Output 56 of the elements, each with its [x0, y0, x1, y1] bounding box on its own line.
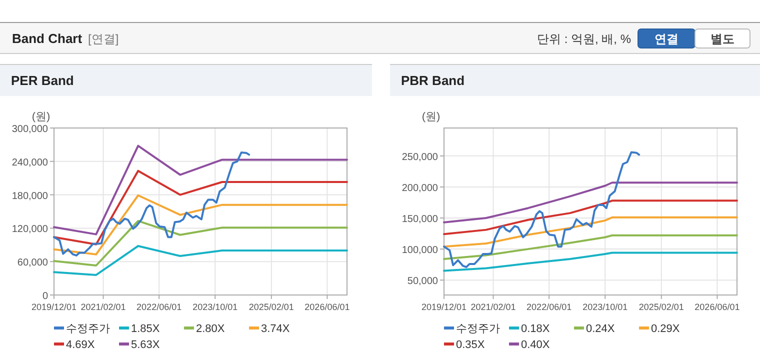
line-series: [443, 216, 738, 248]
y-tick-label: 100,000: [402, 245, 438, 256]
line-series: [443, 182, 738, 224]
x-tick-label: 2022/06/01: [526, 302, 572, 312]
y-tick-label: 250,000: [402, 152, 438, 163]
line-series: [443, 200, 738, 236]
legend-label: 5.63X: [131, 339, 160, 351]
line-series: [53, 144, 348, 236]
legend-label: 0.29X: [651, 323, 680, 335]
text: Band Chart: [12, 31, 83, 46]
x-tick-label: 2026/06/01: [304, 302, 350, 312]
text: 연결: [654, 32, 678, 46]
x-tick-label: 2022/06/01: [136, 302, 182, 312]
x-tick-label: 2019/12/01: [31, 302, 77, 312]
y-axis-title: (원): [32, 111, 50, 123]
y-tick-label: 180,000: [12, 190, 48, 202]
legend-label: 3.74X: [261, 323, 290, 335]
legend-label: 1.85X: [131, 323, 160, 335]
legend-label: 2.80X: [196, 323, 226, 335]
y-axis-title: (원): [422, 111, 440, 123]
line-series: [443, 234, 738, 260]
legend-label: 0.24X: [586, 323, 616, 335]
x-tick-label: 2021/02/01: [470, 302, 516, 312]
legend-label: 4.69X: [66, 339, 96, 351]
x-tick-label: 2023/10/01: [582, 302, 628, 312]
line-series: [53, 170, 348, 246]
legend-label: 0.18X: [521, 323, 550, 335]
y-tick-label: 200,000: [402, 182, 438, 194]
line-series: [53, 220, 348, 266]
y-tick-label: 300,000: [12, 124, 48, 135]
legend-label: 0.35X: [456, 339, 486, 351]
y-tick-label: 150,000: [402, 214, 438, 226]
chart-title: PER Band: [11, 73, 74, 88]
text: [연결]: [88, 32, 119, 46]
text: 별도: [710, 32, 734, 46]
text: 단위 : 억원, 배, %: [536, 32, 632, 46]
y-tick-label: 120,000: [12, 224, 48, 236]
y-tick-label: 60,000: [17, 258, 48, 269]
line-series: [53, 151, 250, 256]
x-tick-label: 2025/02/01: [638, 302, 684, 312]
line-series: [53, 194, 348, 256]
x-tick-label: 2025/02/01: [248, 302, 294, 312]
legend-label: 0.40X: [521, 339, 550, 351]
y-tick-label: 50,000: [407, 276, 438, 288]
x-tick-label: 2026/06/01: [694, 302, 740, 312]
line-series: [443, 151, 640, 268]
y-tick-label: 240,000: [12, 157, 48, 168]
x-tick-label: 2023/10/01: [192, 302, 238, 312]
y-tick-label: 0: [42, 291, 48, 302]
line-series: [53, 245, 348, 276]
legend-label: 수정주가: [456, 323, 500, 335]
chart-title: PBR Band: [401, 73, 465, 88]
line-series: [443, 252, 738, 272]
x-tick-label: 2021/02/01: [80, 302, 126, 312]
x-tick-label: 2019/12/01: [421, 302, 467, 312]
legend-label: 수정주가: [66, 323, 110, 335]
